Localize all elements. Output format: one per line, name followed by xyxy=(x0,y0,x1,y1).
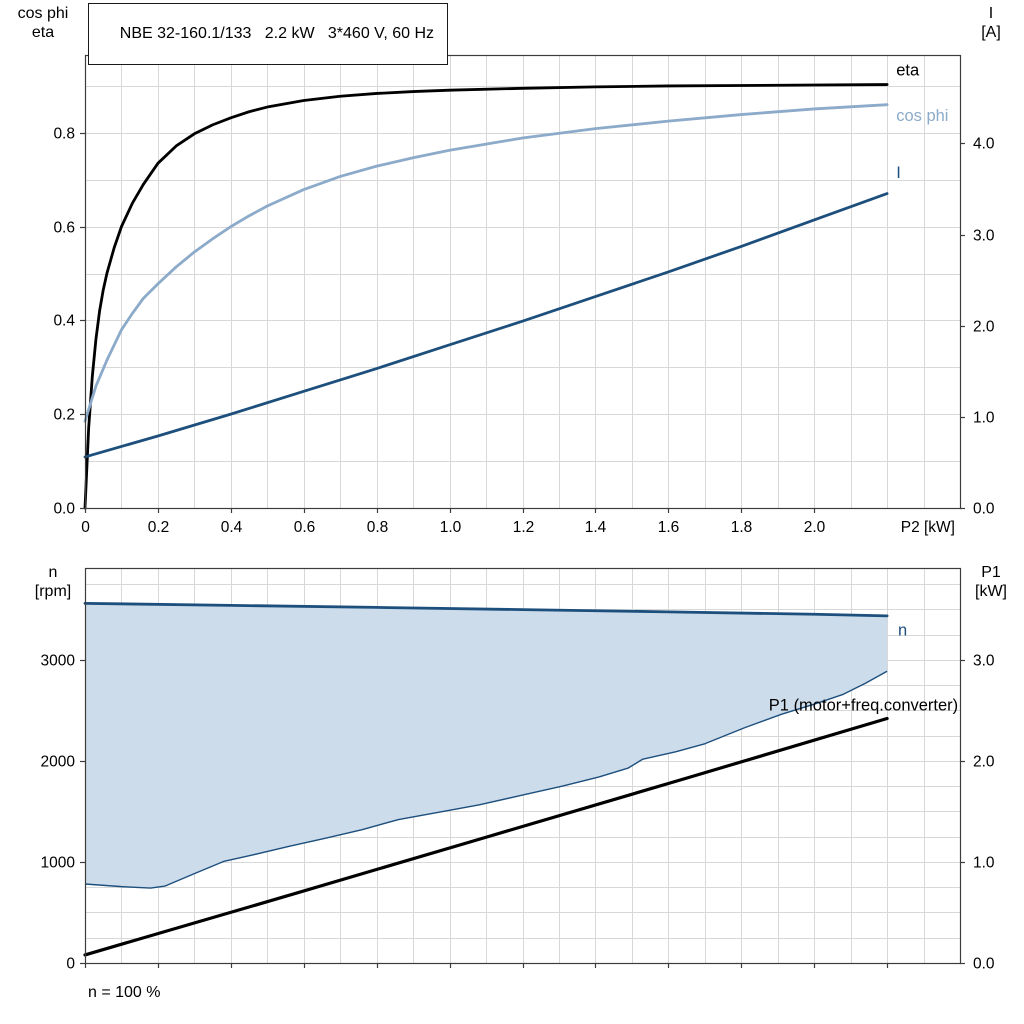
axis-ticks xyxy=(80,659,965,968)
speed-range-band xyxy=(85,603,888,889)
svg-text:2.0: 2.0 xyxy=(973,754,995,771)
right-axis-title-line2: [kW] xyxy=(975,583,1007,600)
svg-text:1.0: 1.0 xyxy=(973,855,995,872)
svg-text:3000: 3000 xyxy=(41,653,76,670)
band-lower-edge-line xyxy=(84,670,888,889)
top-chart-right-axis-title: I [A] xyxy=(966,4,1016,42)
series-label-i: I xyxy=(896,164,901,182)
series-eta-curve xyxy=(83,83,889,510)
svg-text:0.0: 0.0 xyxy=(53,501,75,518)
svg-text:0.0: 0.0 xyxy=(973,956,995,973)
svg-text:2.0: 2.0 xyxy=(973,319,995,336)
svg-text:1.0: 1.0 xyxy=(973,410,995,427)
svg-text:0: 0 xyxy=(81,519,90,536)
chart-speed-power: 0 1000 2000 3000 0.0 1.0 2.0 3.0 n P1 (motor+freq… xyxy=(41,567,995,973)
left-axis-title-line1: cos phi xyxy=(17,5,69,22)
svg-text:2000: 2000 xyxy=(41,754,76,771)
series-label-p1: P1 (motor+freq.converter) xyxy=(769,696,958,714)
left-axis-title-line2: eta xyxy=(31,24,55,41)
left-axis-title-line1: n xyxy=(48,564,58,581)
series-n-curve xyxy=(83,601,889,618)
chart-title-box: NBE 32-160.1/133 2.2 kW 3*460 V, 60 Hz xyxy=(88,3,449,65)
series-label-n: n xyxy=(898,622,907,640)
svg-text:0.6: 0.6 xyxy=(294,519,316,536)
chart-title: NBE 32-160.1/133 2.2 kW 3*460 V, 60 Hz xyxy=(119,25,435,42)
svg-text:0.2: 0.2 xyxy=(53,407,75,424)
svg-text:0.4: 0.4 xyxy=(53,313,75,330)
svg-text:0.2: 0.2 xyxy=(148,519,170,536)
svg-text:0.8: 0.8 xyxy=(53,126,75,143)
svg-text:1.6: 1.6 xyxy=(658,519,680,536)
svg-text:0.0: 0.0 xyxy=(973,501,995,518)
x-axis-unit-label: P2 [kW] xyxy=(901,519,955,536)
left-axis-title-line2: [rpm] xyxy=(34,583,72,600)
series-i-curve xyxy=(83,192,889,459)
right-axis-title-line1: I xyxy=(988,5,994,22)
chart-motor-curves: 0 0.2 0.4 0.6 0.8 1.0 1.2 1.4 1.6 1.8 2.0 P2 [kW] 0.… xyxy=(53,54,995,537)
svg-text:0.8: 0.8 xyxy=(367,519,389,536)
series-cos-phi-curve xyxy=(83,103,889,423)
svg-text:1.0: 1.0 xyxy=(440,519,462,536)
svg-text:1.8: 1.8 xyxy=(731,519,753,536)
svg-text:0.6: 0.6 xyxy=(53,220,75,237)
svg-text:1.4: 1.4 xyxy=(585,519,607,536)
axis-tick-labels: 0 0.2 0.4 0.6 0.8 1.0 1.2 1.4 1.6 1.8 2.0 P2 [kW] 0.… xyxy=(53,126,994,537)
right-axis-title-line2: [A] xyxy=(981,24,1001,41)
series-label-eta: eta xyxy=(896,62,920,80)
series-p1-curve xyxy=(83,716,889,957)
svg-text:3.0: 3.0 xyxy=(973,653,995,670)
bottom-chart-right-axis-title: P1 [kW] xyxy=(964,563,1018,601)
grid-lines xyxy=(85,55,960,508)
svg-text:2.0: 2.0 xyxy=(804,519,826,536)
svg-text:0.4: 0.4 xyxy=(221,519,243,536)
svg-text:0: 0 xyxy=(66,956,75,973)
svg-text:1000: 1000 xyxy=(41,855,76,872)
speed-percentage-note: n = 100 % xyxy=(88,984,161,1001)
svg-text:3.0: 3.0 xyxy=(973,228,995,245)
axis-ticks xyxy=(80,132,965,513)
right-axis-title-line1: P1 xyxy=(981,564,1001,581)
series-label-cos-phi: cos phi xyxy=(896,107,948,125)
bottom-chart-left-axis-title: n [rpm] xyxy=(24,563,82,601)
svg-text:1.2: 1.2 xyxy=(513,519,535,536)
top-chart-left-axis-title: cos phi eta xyxy=(6,4,80,42)
axis-tick-labels: 0 1000 2000 3000 0.0 1.0 2.0 3.0 xyxy=(41,653,995,973)
svg-text:4.0: 4.0 xyxy=(973,136,995,153)
